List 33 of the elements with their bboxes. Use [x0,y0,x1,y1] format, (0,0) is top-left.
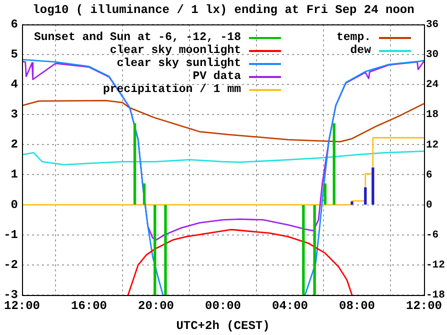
y-tick-label: 5 [10,47,18,62]
y2-tick-label: 12 [426,139,439,152]
chart-title: log10 ( illuminance / 1 lx) ending at Fri Sep 24 noon [32,3,414,18]
y-tick-label: 1 [10,168,18,182]
x-tick-label: 04:00 [272,299,308,314]
y-tick-label: 2 [10,138,18,152]
y2-tick-label: 36 [426,19,439,32]
legend-label: clear sky moonlight [110,44,241,57]
x-tick-label: 16:00 [70,299,108,314]
y-tick-label: 0 [10,198,18,212]
x-axis-title: UTC+2h (CEST) [176,318,270,333]
x-tick-label: 20:00 [138,299,174,314]
x-tick-label: 12:00 [406,299,442,314]
y2-tick-label: 30 [426,49,439,62]
y-tick-label: 6 [10,17,18,32]
y-tick-label: -2 [4,258,18,272]
y2-tick-label: 0 [426,199,432,212]
y2-tick-label: 6 [426,169,432,182]
y2-tick-label: 24 [426,79,439,92]
y-tick-label: 4 [10,78,18,92]
y2-tick-label: -6 [426,230,439,242]
x-tick-label: 08:00 [338,299,376,314]
legend-label: temp. [336,31,371,44]
legend-label: Sunset and Sun at -6, -12, -18 [34,31,241,44]
x-tick-label: 00:00 [204,299,242,314]
y-tick-label: -1 [4,228,18,242]
y-tick-label: 3 [10,108,18,122]
y2-tick-label: -18 [426,290,445,302]
y2-tick-label: 18 [426,109,439,122]
legend-label: PV data [192,70,241,83]
legend-label: dew [350,44,371,57]
legend-label: clear sky sunlight [116,57,241,70]
y2-tick-label: -12 [426,260,445,272]
